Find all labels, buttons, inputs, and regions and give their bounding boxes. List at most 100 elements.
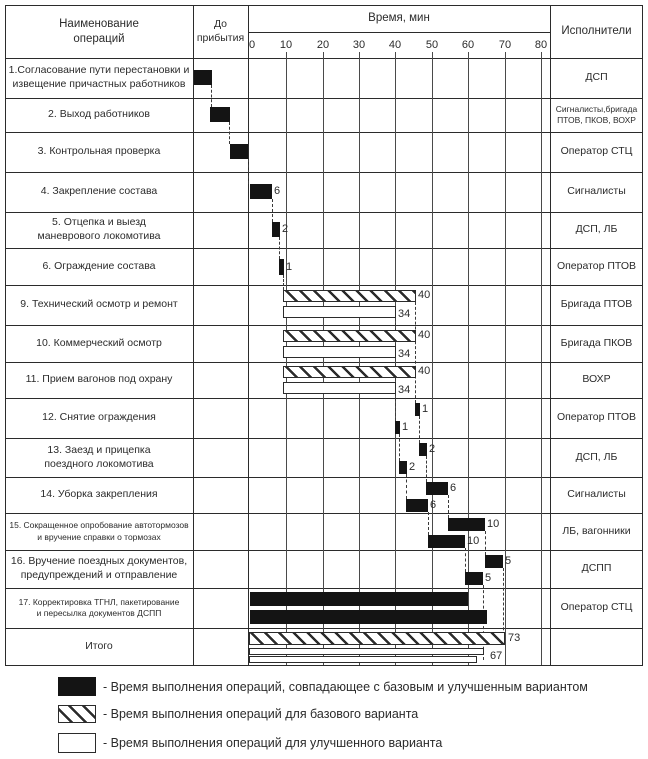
legend-swatch-hatched bbox=[58, 705, 96, 723]
tick-label: 70 bbox=[498, 39, 512, 51]
column-line bbox=[248, 5, 249, 665]
legend-item-common: - Время выполнения операций, совпадающее… bbox=[58, 677, 588, 696]
bar-duration-label: 40 bbox=[418, 365, 431, 377]
time-bar-black bbox=[399, 461, 407, 474]
executor-name: Бригада ПКОВ bbox=[560, 336, 633, 349]
operation-name: 5. Отцепка и выезд маневрового локомотив… bbox=[37, 216, 161, 242]
time-bar-hatched bbox=[249, 632, 505, 645]
bar-duration-label: 5 bbox=[505, 555, 512, 567]
tick-label: 80 bbox=[534, 39, 548, 51]
bar-duration-label: 6 bbox=[430, 499, 437, 511]
time-bar-black bbox=[194, 70, 212, 85]
operation-name: 9. Технический осмотр и ремонт bbox=[20, 298, 178, 311]
operation-name: 2. Выход работников bbox=[48, 108, 150, 121]
time-bar-black bbox=[448, 518, 485, 531]
time-bar-black bbox=[419, 443, 427, 456]
time-bar-black bbox=[250, 184, 272, 199]
bar-duration-label: 40 bbox=[418, 289, 431, 301]
bar-duration-label: 1 bbox=[422, 403, 429, 415]
header-time-axis: Время, мин bbox=[368, 12, 430, 25]
connector-line bbox=[283, 275, 284, 290]
time-bar-white bbox=[283, 382, 396, 394]
operation-name: 1.Согласование пути перестановки и извещ… bbox=[8, 64, 190, 90]
operation-name: 17. Корректировка ТГНЛ, пакетирование и … bbox=[18, 596, 180, 618]
bar-duration-label: 2 bbox=[282, 223, 289, 235]
time-bar-white bbox=[249, 656, 477, 663]
executor-name: ДСП bbox=[585, 71, 608, 84]
bar-duration-label: 67 bbox=[490, 650, 503, 662]
connector-line bbox=[279, 237, 280, 259]
bar-duration-label: 5 bbox=[485, 572, 492, 584]
bar-duration-label: 2 bbox=[409, 461, 416, 473]
minute-gridline bbox=[541, 52, 542, 665]
executor-name: ЛБ, вагонники bbox=[562, 524, 631, 537]
minute-gridline bbox=[286, 52, 287, 665]
time-bar-white bbox=[283, 306, 396, 318]
minute-gridline bbox=[468, 52, 469, 665]
minute-gridline bbox=[432, 52, 433, 665]
table-frame bbox=[5, 5, 643, 666]
bar-duration-label: 73 bbox=[508, 632, 521, 644]
connector-line bbox=[406, 474, 407, 499]
time-bar-black bbox=[210, 107, 230, 122]
time-bar-black bbox=[250, 610, 487, 624]
time-bar-white bbox=[249, 648, 484, 655]
column-line bbox=[193, 5, 194, 665]
legend-label: - Время выполнения операций для улучшенн… bbox=[103, 736, 443, 750]
time-bar-black bbox=[485, 555, 503, 568]
bar-duration-label: 6 bbox=[274, 185, 281, 197]
bar-duration-label: 10 bbox=[487, 518, 500, 530]
tick-label: 50 bbox=[425, 39, 439, 51]
executor-name bbox=[552, 628, 641, 666]
minute-gridline bbox=[505, 52, 506, 665]
time-bar-hatched bbox=[283, 366, 416, 378]
minute-gridline bbox=[359, 52, 360, 665]
legend-item-base: - Время выполнения операций для базового… bbox=[58, 705, 418, 723]
header-operations: Наименование операций bbox=[59, 18, 139, 45]
operation-name: 16. Вручение поездных документов, предуп… bbox=[10, 555, 188, 581]
bar-duration-label: 1 bbox=[286, 261, 293, 273]
operation-name: 10. Коммерческий осмотр bbox=[36, 336, 162, 349]
tick-label: 40 bbox=[388, 39, 402, 51]
tick-label: 20 bbox=[316, 39, 330, 51]
legend-swatch-white bbox=[58, 733, 96, 753]
operation-name: 13. Заезд и прицепка поездного локомотив… bbox=[44, 443, 154, 470]
tick-label: 0 bbox=[248, 39, 256, 51]
connector-line bbox=[229, 122, 230, 144]
time-bar-black bbox=[272, 222, 280, 237]
bar-duration-label: 10 bbox=[467, 535, 480, 547]
legend-label: - Время выполнения операций, совпадающее… bbox=[103, 679, 588, 694]
operation-name: 3. Контрольная проверка bbox=[37, 145, 161, 158]
time-bar-black bbox=[428, 535, 465, 548]
executor-name: Оператор ПТОВ bbox=[556, 259, 637, 272]
time-header-line bbox=[248, 32, 550, 33]
time-bar-white bbox=[283, 346, 396, 358]
connector-line bbox=[399, 434, 400, 461]
time-bar-black bbox=[279, 259, 284, 275]
time-bar-hatched bbox=[283, 330, 416, 342]
time-bar-black bbox=[406, 499, 428, 512]
time-bar-black bbox=[230, 144, 248, 159]
connector-line bbox=[428, 512, 429, 535]
connector-line bbox=[272, 199, 273, 222]
tick-label: 60 bbox=[461, 39, 475, 51]
connector-line bbox=[415, 302, 416, 403]
executor-name: ВОХР bbox=[582, 373, 611, 386]
executor-name: Сигналисты bbox=[567, 185, 626, 198]
legend-item-improved: - Время выполнения операций для улучшенн… bbox=[58, 733, 442, 753]
connector-line bbox=[485, 531, 486, 555]
bar-duration-label: 2 bbox=[429, 443, 436, 455]
executor-name: Оператор СТЦ bbox=[560, 601, 633, 614]
legend-label: - Время выполнения операций для базового… bbox=[103, 707, 419, 721]
bar-duration-label: 40 bbox=[418, 329, 431, 341]
executor-name: ДСП, ЛБ bbox=[575, 450, 618, 463]
executor-name: Сигналисты,бригада ПТОВ, ПКОВ, ВОХР bbox=[555, 103, 638, 125]
header-pre-arrival: До прибытия bbox=[196, 18, 245, 44]
operation-name: Итого bbox=[85, 640, 113, 653]
legend-swatch-black bbox=[58, 677, 96, 696]
operation-name: 11. Прием вагонов под охрану bbox=[25, 373, 173, 386]
bar-duration-label: 34 bbox=[398, 308, 411, 320]
connector-line bbox=[503, 568, 504, 645]
time-bar-black bbox=[426, 482, 448, 495]
bar-duration-label: 34 bbox=[398, 384, 411, 396]
